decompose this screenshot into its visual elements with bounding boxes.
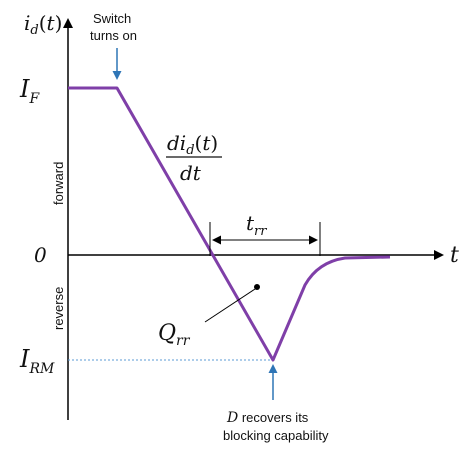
zero-label: 0 [34, 243, 47, 267]
forward-label: forward [51, 162, 66, 205]
slope-denominator: dt [180, 161, 202, 185]
recover-note-line2: blocking capability [223, 428, 329, 443]
qrr-leader-line [204, 288, 256, 323]
switch-note-line2: turns on [90, 28, 137, 43]
y-axis-label: id(t) [24, 11, 62, 38]
recover-note-line1: D recovers its [226, 410, 309, 426]
reverse-label: reverse [51, 287, 66, 330]
trr-label: trr [246, 211, 267, 239]
x-axis-label: t [450, 243, 459, 268]
irm-label: IRM [19, 345, 55, 377]
switch-note-line1: Switch [93, 11, 131, 26]
qrr-label: Qrr [158, 321, 191, 349]
if-label: IF [19, 75, 40, 107]
slope-numerator: did(t) [167, 131, 218, 158]
qrr-dot [254, 284, 260, 290]
diode-current-curve [68, 86, 391, 362]
